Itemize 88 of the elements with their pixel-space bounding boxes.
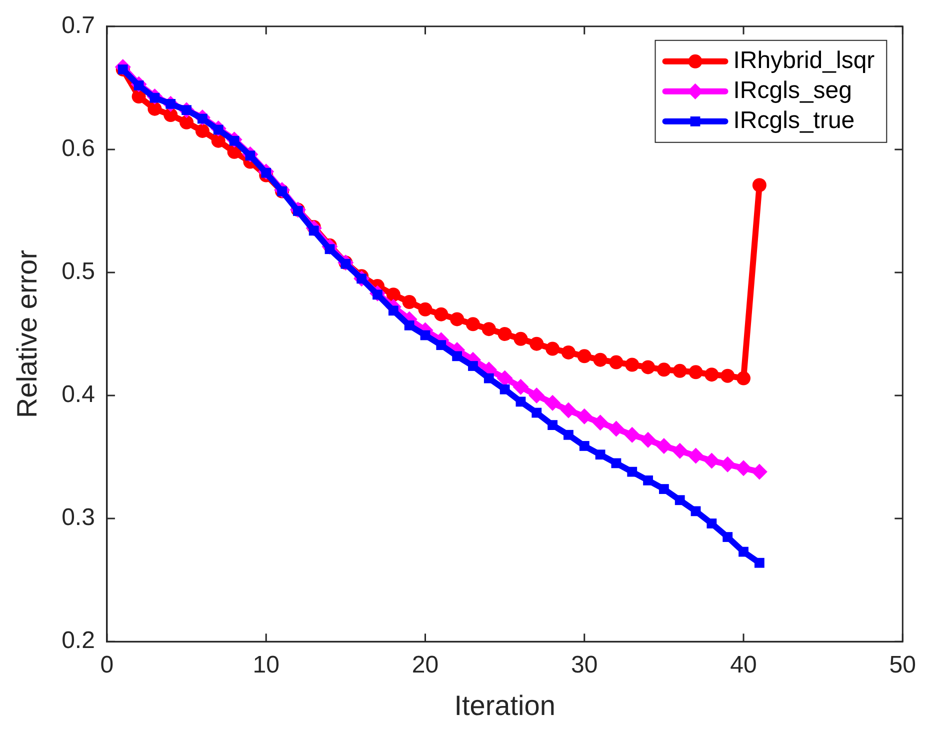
point [738,546,748,557]
point [164,108,178,122]
point [625,358,640,372]
point [641,360,656,374]
point [690,506,701,516]
point [386,288,400,302]
point [751,464,768,480]
y-axis-title: Relative error [12,250,43,418]
point [688,448,704,464]
point [466,317,480,332]
point [624,426,640,443]
point [482,322,496,336]
point [452,351,462,362]
point [180,115,194,130]
y-tick-label: 0.6 [62,135,95,162]
point [436,340,446,350]
point [720,368,735,383]
point [754,558,764,568]
legend-label: IRcgls_seg [733,77,852,104]
point [656,438,672,454]
point [468,361,478,371]
x-tick-label: 40 [730,652,757,679]
point [450,312,464,326]
point [546,342,560,356]
point [640,432,656,448]
point [560,402,576,418]
point [148,102,162,116]
point [688,365,703,380]
point [592,414,608,431]
point [528,388,545,404]
y-tick-label: 0.2 [62,627,95,654]
point [195,124,210,138]
point [516,396,526,407]
point [500,384,510,394]
point [577,349,592,364]
point [388,306,398,316]
y-tick-label: 0.5 [62,258,95,286]
point [418,302,432,316]
point [564,430,574,440]
point [402,295,416,310]
point [579,441,590,451]
point [512,378,529,395]
point [672,442,688,459]
point [548,420,558,430]
point [420,330,430,340]
point [498,327,512,341]
x-tick-label: 30 [571,652,598,679]
point [593,352,608,367]
point [658,484,669,494]
x-tick-label: 20 [412,652,439,679]
point [627,466,638,477]
point [706,518,717,528]
point [611,458,622,468]
point [532,408,542,418]
point [752,178,766,192]
point [514,332,528,346]
point [736,371,751,386]
point [132,90,146,104]
legend-label: IRhybrid_lsqr [733,47,875,74]
point [484,373,494,384]
x-tick-label: 50 [889,652,916,679]
point [211,134,226,148]
point [704,368,719,382]
point [704,452,720,469]
point [595,450,606,460]
point [722,532,733,542]
point [609,355,624,370]
point [561,345,576,360]
x-tick-label: 10 [252,652,280,679]
point [404,320,414,330]
legend-label: IRcgls_true [733,107,855,134]
point [496,370,513,386]
point [544,394,561,411]
y-tick-label: 0.3 [62,504,95,532]
point [656,362,671,377]
point [720,456,736,472]
point [643,475,653,486]
x-axis-title: Iteration [454,690,556,721]
point [530,336,544,351]
y-tick-label: 0.7 [62,12,95,40]
y-tick-label: 0.4 [62,381,95,408]
point [672,364,687,378]
point [608,420,624,437]
point [576,408,592,424]
point [674,495,685,506]
x-tick-label: 0 [100,652,114,679]
point [434,307,448,322]
point [736,460,752,476]
